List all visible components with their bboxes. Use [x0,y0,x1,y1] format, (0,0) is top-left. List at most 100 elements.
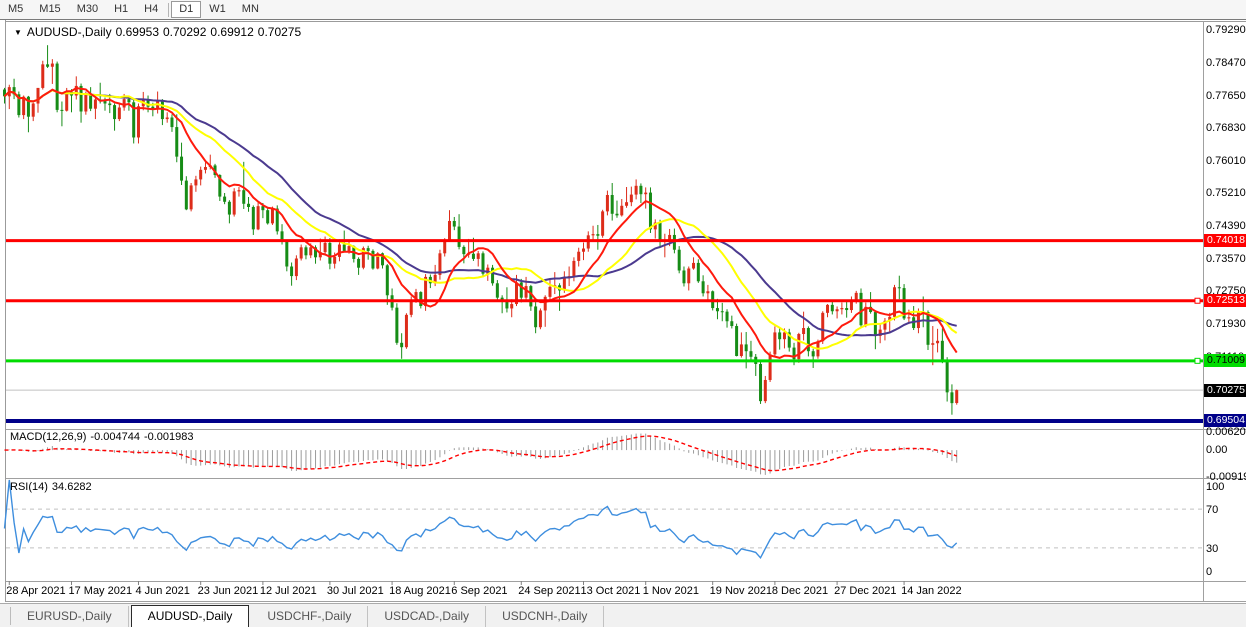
candle-body [495,283,499,298]
candle-body [242,190,246,204]
candle-body [170,117,174,128]
candle-body [50,63,54,67]
macd-indicator-label: MACD(12,26,9) -0.004744 -0.001983 [10,431,198,443]
candle-body [916,311,920,329]
candle-body [146,99,150,107]
candle-body [127,99,131,103]
price-axis-label: 0.79290 [1206,24,1246,36]
timeframe-button-H1[interactable]: H1 [114,3,129,15]
candle-body [471,253,475,259]
toolbar-separator [168,2,170,17]
candle-body [859,292,863,326]
candle-body [26,96,30,117]
timeframe-button-M15[interactable]: M15 [39,3,61,15]
level-line-handle[interactable] [1194,297,1201,304]
candle-body [371,250,375,269]
candle-body [692,262,696,269]
candle-body [328,242,332,264]
candle-body [720,311,724,313]
candle-body [132,102,136,138]
candle-body [309,247,313,256]
candle-body [270,208,274,224]
tab-AUDUSDDaily[interactable]: AUDUSD-,Daily [130,604,250,627]
candle-body [31,103,35,117]
candle-body [491,267,495,284]
candle-body [620,205,624,216]
candle-body [424,276,428,307]
candle-body [385,265,389,296]
candle-body [79,85,83,112]
candle-body [357,258,361,268]
tab-USDCADDaily[interactable]: USDCAD-,Daily [368,605,487,627]
candle-body [323,242,327,253]
candle-body [438,253,442,275]
candle-body [625,202,629,206]
timeframe-button-H4[interactable]: H4 [144,3,159,15]
candle-body [715,308,719,312]
candle-body [294,258,298,277]
level-line-handle[interactable] [1194,357,1201,364]
candle-body [888,316,892,321]
date-axis-label: 24 Sep 2021 [518,585,581,597]
candle-body [610,194,614,214]
candle-body [433,274,437,284]
candle-body [802,328,806,335]
candle-body [89,93,93,109]
price-axis-label: 0.77650 [1206,89,1246,102]
rsi-value: 34.6282 [51,481,92,493]
candle-body [739,344,743,356]
tab-USDCHFDaily[interactable]: USDCHF-,Daily [251,605,369,627]
candle-body [314,247,318,258]
date-axis-label: 12 Jul 2021 [259,585,317,597]
candle-body [696,262,700,282]
candle-body [237,190,241,192]
symbol-tabbar: EURUSD-,Daily AUDUSD-,Daily USDCHF-,Daily U… [0,603,1246,627]
candle-body [936,340,940,344]
candle-body [601,211,605,236]
candle-body [84,93,88,112]
candle-body [940,340,944,360]
candle-body [840,308,844,310]
candle-body [725,311,729,322]
current-price-label: 0.70275 [1204,383,1246,397]
rsi-line [3,479,958,560]
candle-body [41,64,45,88]
timeframe-button-MN[interactable]: MN [241,3,259,15]
candle-body [505,300,509,309]
candle-body [735,326,739,356]
macd-name: MACD(12,26,9) [10,431,87,443]
candle-body [768,354,772,380]
candle-body [452,220,456,227]
timeframe-toolbar: M5 M15 M30 H1 H4 D1 W1 MN [0,0,1246,20]
candle-body [93,99,97,109]
date-axis-label: 1 Nov 2021 [642,585,699,597]
candle-body [448,220,452,241]
timeframe-button-M30[interactable]: M30 [76,3,99,15]
date-axis-label: 14 Jan 2022 [901,585,962,597]
price-axis-label: 0.78470 [1206,56,1246,69]
candle-body [869,306,873,313]
candle-body [854,292,858,301]
candle-body [175,127,179,157]
candle-body [950,392,954,404]
timeframe-button-W1[interactable]: W1 [209,3,226,15]
candle-body [945,359,949,393]
candle-body [151,106,155,110]
candle-body [581,248,585,252]
timeframe-button-M5[interactable]: M5 [8,3,24,15]
candle-body [12,87,16,95]
chevron-down-icon[interactable]: ▼ [14,28,22,37]
candle-body [194,179,198,186]
symbol-title: AUDUSD-,Daily [26,25,112,39]
candle-body [55,63,59,110]
tab-EURUSDDaily[interactable]: EURUSD-,Daily [11,605,129,627]
candle-body [510,304,514,309]
date-axis-label: 4 Jun 2021 [135,585,190,597]
timeframe-button-D1[interactable]: D1 [171,1,202,18]
candle-body [366,248,370,251]
candle-body [275,208,279,232]
candle-body [701,281,705,294]
tab-USDCNHDaily[interactable]: USDCNH-,Daily [486,605,605,627]
candle-body [878,329,882,337]
